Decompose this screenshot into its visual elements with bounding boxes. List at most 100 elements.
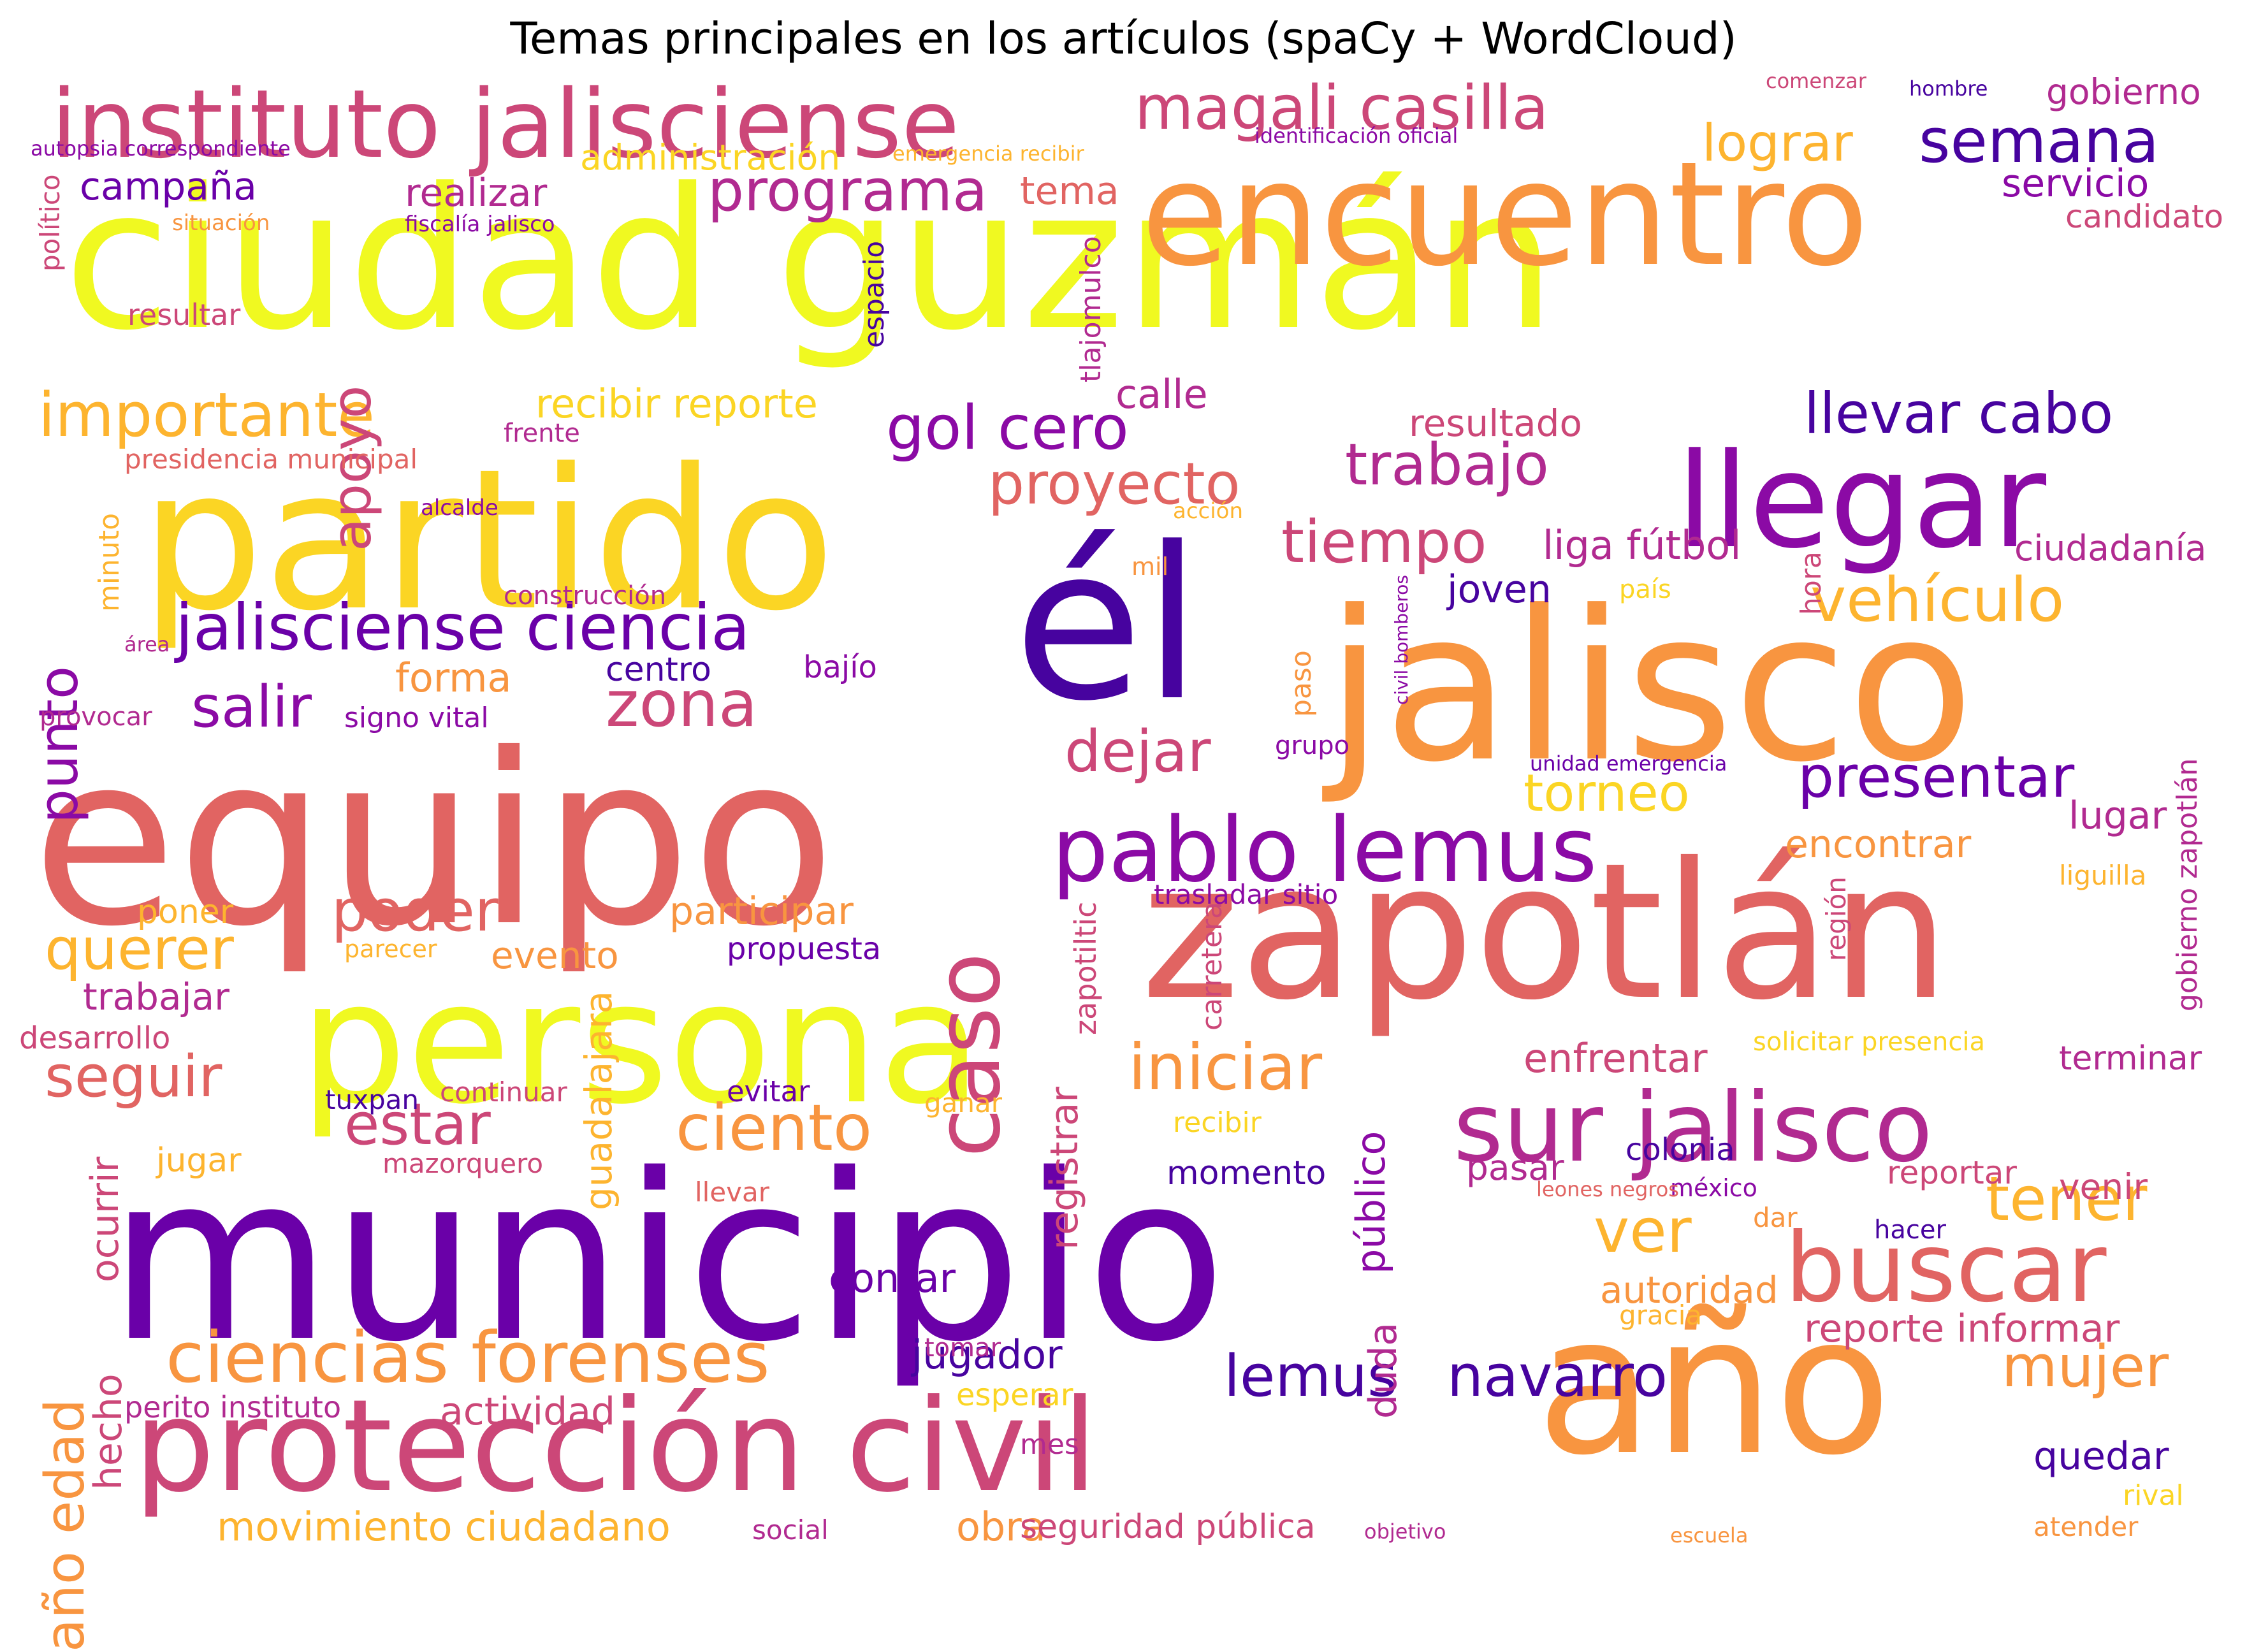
word: presentar <box>1798 744 2075 811</box>
word: ciento <box>676 1090 873 1165</box>
word: municipio <box>108 1125 1226 1392</box>
word: carretera <box>1196 901 1228 1031</box>
word: poner <box>137 893 234 931</box>
word: movimiento ciudadano <box>217 1503 671 1550</box>
word: propuesta <box>727 931 882 967</box>
word: pasar <box>1466 1147 1564 1188</box>
word: calle <box>1116 371 1208 417</box>
word: estar <box>344 1091 491 1158</box>
word: pablo lemus <box>1052 799 1597 902</box>
word: tema <box>1020 169 1119 214</box>
word: provocar <box>40 702 152 732</box>
word: quedar <box>2033 1434 2169 1479</box>
word: civil bomberos <box>1391 575 1412 705</box>
word: mujer <box>2002 1333 2169 1400</box>
word: trasladar sitio <box>1154 879 1339 910</box>
word: liguilla <box>2059 860 2147 891</box>
word: tomar <box>924 1333 1001 1363</box>
word: identificación oficial <box>1254 124 1458 148</box>
word: él <box>1014 502 1202 747</box>
word: minuto <box>93 512 126 612</box>
word: escuela <box>1670 1523 1749 1547</box>
word: vehículo <box>1810 565 2065 635</box>
word: registrar <box>1042 1087 1087 1250</box>
word: sur jalisco <box>1453 1073 1933 1184</box>
word: tuxpan <box>325 1084 419 1115</box>
word: situación <box>172 210 270 236</box>
word: participar <box>669 889 854 934</box>
word: lemus <box>1224 1343 1397 1410</box>
word: campaña <box>80 164 257 209</box>
word: signo vital <box>344 702 489 734</box>
word: público <box>1348 1131 1394 1274</box>
word: hora <box>1795 551 1828 615</box>
word: fiscalía jalisco <box>405 212 555 237</box>
word-cloud: ciudad guzmán municipio equipo zapotlán … <box>19 69 2228 1652</box>
word: autopsia correspondiente <box>31 136 291 161</box>
word: objetivo <box>1364 1519 1446 1544</box>
word: lograr <box>1702 113 1853 173</box>
word: reporte informar <box>1804 1307 2120 1351</box>
word: caso <box>917 952 1021 1157</box>
word: dar <box>1753 1202 1798 1233</box>
word: mil <box>1131 553 1169 581</box>
word: llevar cabo <box>1804 380 2114 446</box>
word: evitar <box>727 1075 810 1108</box>
word: paso <box>1285 650 1318 717</box>
word: ciudad guzmán <box>64 147 1557 373</box>
word: comenzar <box>1766 69 1866 93</box>
word: grupo <box>1275 731 1350 760</box>
word: dejar <box>1065 718 1211 785</box>
word: región <box>1821 876 1852 961</box>
word: seguridad pública <box>1020 1508 1316 1546</box>
word: zapotlán <box>1141 822 1950 1041</box>
word: gobierno zapotlán <box>2171 758 2204 1011</box>
word: recibir reporte <box>535 380 818 427</box>
word: méxico <box>1670 1174 1757 1202</box>
word: resultar <box>127 298 241 332</box>
word: acción <box>1173 498 1244 524</box>
word: navarro <box>1447 1343 1668 1410</box>
word: obra <box>956 1503 1046 1550</box>
word: hacer <box>1874 1215 1946 1245</box>
word: buscar <box>1785 1213 2107 1324</box>
word: iniciar <box>1128 1030 1323 1105</box>
word: resultado <box>1409 402 1582 445</box>
word: centro <box>606 651 711 689</box>
word: gol cero <box>886 393 1129 463</box>
word: momento <box>1167 1154 1327 1192</box>
word: atender <box>2033 1511 2139 1542</box>
word: administración <box>580 137 841 178</box>
word: trabajo <box>1345 431 1549 498</box>
word: frente <box>504 419 580 448</box>
word: llevar <box>695 1177 770 1208</box>
word: gobierno <box>2046 71 2201 112</box>
word: ciudadanía <box>2014 528 2207 569</box>
word: ocurrir <box>83 1156 127 1282</box>
word: rival <box>2123 1479 2184 1512</box>
word: llegar <box>1676 426 2047 577</box>
word: magali casilla <box>1135 73 1549 143</box>
word: semana <box>1919 106 2160 177</box>
word: lugar <box>2069 793 2167 838</box>
word: alcalde <box>421 495 498 521</box>
word: enfrentar <box>1523 1035 1708 1082</box>
word: emergencia recibir <box>892 141 1084 166</box>
word: servicio <box>2002 161 2149 206</box>
word: mes <box>1020 1428 1079 1461</box>
word: político <box>34 174 66 272</box>
word: colonia <box>1625 1132 1735 1168</box>
word: presidencia municipal <box>124 444 418 475</box>
word: reportar <box>1887 1154 2017 1191</box>
word: desarrollo <box>19 1020 171 1056</box>
word: partido <box>140 427 836 653</box>
word: venir <box>2059 1166 2148 1207</box>
word: proyecto <box>988 451 1240 518</box>
word: tener <box>1986 1164 2148 1235</box>
chart-title: Temas principales en los artículos (spaC… <box>510 13 1737 64</box>
word: liga fútbol <box>1543 522 1742 569</box>
word: continuar <box>440 1076 567 1108</box>
word: seguir <box>45 1043 222 1110</box>
word: protección civil <box>134 1372 1098 1521</box>
word: terminar <box>2059 1040 2202 1078</box>
